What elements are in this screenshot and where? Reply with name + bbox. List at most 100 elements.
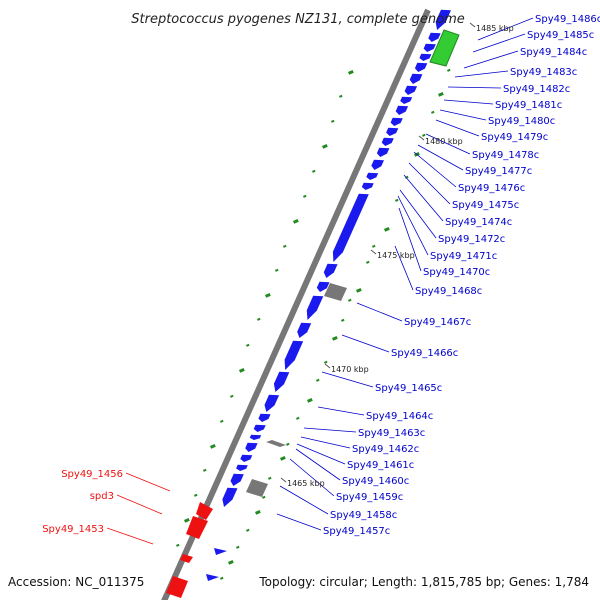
reverse-cds-arrow[interactable]: [404, 85, 418, 95]
gene-label-reverse[interactable]: Spy49_1480c: [488, 116, 555, 127]
reverse-cds-arrow[interactable]: [249, 434, 262, 440]
gene-leader-line: [116, 494, 163, 515]
gene-leader-line: [439, 109, 487, 121]
gene-label-reverse[interactable]: Spy49_1474c: [445, 217, 512, 228]
reverse-cds-arrow[interactable]: [366, 172, 379, 180]
gene-label-reverse[interactable]: Spy49_1475c: [452, 200, 519, 211]
reverse-cds-arrow[interactable]: [332, 193, 369, 262]
forward-cds-arrow[interactable]: [186, 516, 208, 539]
forward-cds-arrow[interactable]: [166, 576, 188, 598]
gc-skew-mark: [239, 367, 245, 373]
reverse-cds-arrow[interactable]: [400, 96, 413, 104]
gc-skew-mark: [438, 91, 444, 97]
forward-cds-arrow[interactable]: [196, 502, 213, 520]
gc-skew-mark: [279, 455, 286, 461]
gene-label-forward[interactable]: Spy49_1456: [61, 469, 123, 480]
gene-label-reverse[interactable]: Spy49_1467c: [404, 317, 471, 328]
gene-label-reverse[interactable]: Spy49_1482c: [503, 84, 570, 95]
gc-skew-mark: [268, 476, 272, 480]
gene-leader-line: [296, 443, 346, 465]
reverse-cds-arrow[interactable]: [323, 263, 338, 278]
gc-skew-track: [176, 68, 451, 580]
gene-leader-line: [435, 119, 480, 137]
reverse-cds-arrow[interactable]: [361, 182, 374, 190]
reverse-cds-arrow[interactable]: [316, 281, 330, 292]
gene-leader-line: [125, 472, 171, 492]
reverse-cds-arrow[interactable]: [284, 340, 304, 370]
rna-feature[interactable]: [266, 440, 286, 447]
gene-label-reverse[interactable]: Spy49_1479c: [481, 132, 548, 143]
reverse-cds-arrow[interactable]: [414, 62, 428, 72]
reverse-cds-arrow[interactable]: [297, 322, 312, 338]
gene-label-reverse[interactable]: Spy49_1481c: [495, 100, 562, 111]
gene-labels: Spy49_1486c Spy49_1485c Spy49_1484c Spy49_1…: [42, 14, 600, 537]
gene-label-reverse[interactable]: Spy49_1484c: [520, 47, 587, 58]
reverse-cds-arrow[interactable]: [253, 424, 266, 432]
forward-cds-arrow[interactable]: [180, 554, 193, 563]
reverse-cds-arrow[interactable]: [371, 159, 384, 170]
reverse-cds-arrow[interactable]: [230, 473, 244, 486]
gene-label-forward[interactable]: Spy49_1453: [42, 524, 104, 535]
gene-leader-line: [443, 99, 494, 105]
gene-label-reverse[interactable]: Spy49_1457c: [323, 526, 390, 537]
gc-skew-mark: [312, 169, 316, 173]
gc-skew-mark: [422, 133, 426, 137]
reverse-cds-arrow[interactable]: [258, 413, 271, 422]
gene-leader-line: [454, 70, 509, 78]
gc-skew-mark: [236, 545, 240, 549]
gene-label-reverse[interactable]: Spy49_1478c: [472, 150, 539, 161]
reverse-cds-arrow[interactable]: [245, 442, 258, 452]
reverse-cds-arrow[interactable]: [264, 394, 280, 412]
reverse-cds-arrow[interactable]: [236, 464, 248, 471]
gc-skew-mark: [306, 397, 313, 403]
gc-skew-mark: [246, 343, 250, 347]
gene-label-reverse[interactable]: Spy49_1462c: [352, 444, 419, 455]
scale-tick-mark: [280, 477, 287, 483]
reverse-cds-arrow[interactable]: [206, 574, 219, 581]
highlighted-gene[interactable]: [429, 29, 460, 67]
gc-skew-mark: [257, 317, 261, 321]
gene-label-reverse[interactable]: Spy49_1463c: [358, 428, 425, 439]
gene-label-reverse[interactable]: Spy49_1483c: [510, 67, 577, 78]
gene-label-reverse[interactable]: Spy49_1485c: [527, 30, 594, 41]
reverse-cds-arrow[interactable]: [214, 548, 227, 555]
reverse-cds-arrow[interactable]: [390, 117, 403, 126]
reverse-cds-arrow[interactable]: [306, 295, 324, 320]
gene-label-reverse[interactable]: Spy49_1458c: [330, 510, 397, 521]
gene-leader-line: [300, 436, 351, 449]
gene-label-reverse[interactable]: Spy49_1464c: [366, 411, 433, 422]
reverse-cds-arrow[interactable]: [428, 32, 441, 42]
gene-label-reverse[interactable]: Spy49_1476c: [458, 183, 525, 194]
gene-label-reverse[interactable]: Spy49_1466c: [391, 348, 458, 359]
gene-leader-line: [397, 195, 429, 256]
gene-label-reverse[interactable]: Spy49_1477c: [465, 166, 532, 177]
reverse-cds-arrow[interactable]: [376, 147, 390, 157]
reverse-cds-arrow[interactable]: [435, 9, 451, 31]
rna-feature[interactable]: [324, 283, 347, 301]
reverse-cds-arrow[interactable]: [395, 105, 409, 115]
gc-skew-mark: [227, 559, 234, 565]
gene-label-forward[interactable]: spd3: [90, 491, 114, 502]
reverse-cds-arrow[interactable]: [386, 127, 399, 136]
gene-label-reverse[interactable]: Spy49_1468c: [415, 286, 482, 297]
rna-feature[interactable]: [246, 479, 268, 497]
gene-leader-line: [106, 527, 154, 545]
map-title: Streptococcus pyogenes NZ131, complete g…: [131, 12, 465, 27]
gene-label-reverse[interactable]: Spy49_1486c: [535, 14, 600, 25]
reverse-cds-arrow[interactable]: [419, 53, 432, 61]
gene-label-reverse[interactable]: Spy49_1465c: [375, 383, 442, 394]
gene-label-reverse[interactable]: Spy49_1472c: [438, 234, 505, 245]
gene-label-reverse[interactable]: Spy49_1461c: [347, 460, 414, 471]
reverse-cds-arrow[interactable]: [409, 73, 423, 84]
gene-label-reverse[interactable]: Spy49_1460c: [342, 476, 409, 487]
gc-skew-mark: [286, 442, 290, 446]
reverse-cds-arrow[interactable]: [222, 487, 238, 507]
reverse-cds-arrow[interactable]: [381, 137, 394, 146]
gene-leader-line: [425, 133, 471, 155]
reverse-cds-arrow[interactable]: [240, 454, 253, 462]
reverse-cds-arrow[interactable]: [273, 371, 290, 392]
gene-label-reverse[interactable]: Spy49_1470c: [423, 267, 490, 278]
gene-label-reverse[interactable]: Spy49_1459c: [336, 492, 403, 503]
gene-label-reverse[interactable]: Spy49_1471c: [430, 251, 497, 262]
reverse-cds-arrow[interactable]: [423, 43, 436, 52]
